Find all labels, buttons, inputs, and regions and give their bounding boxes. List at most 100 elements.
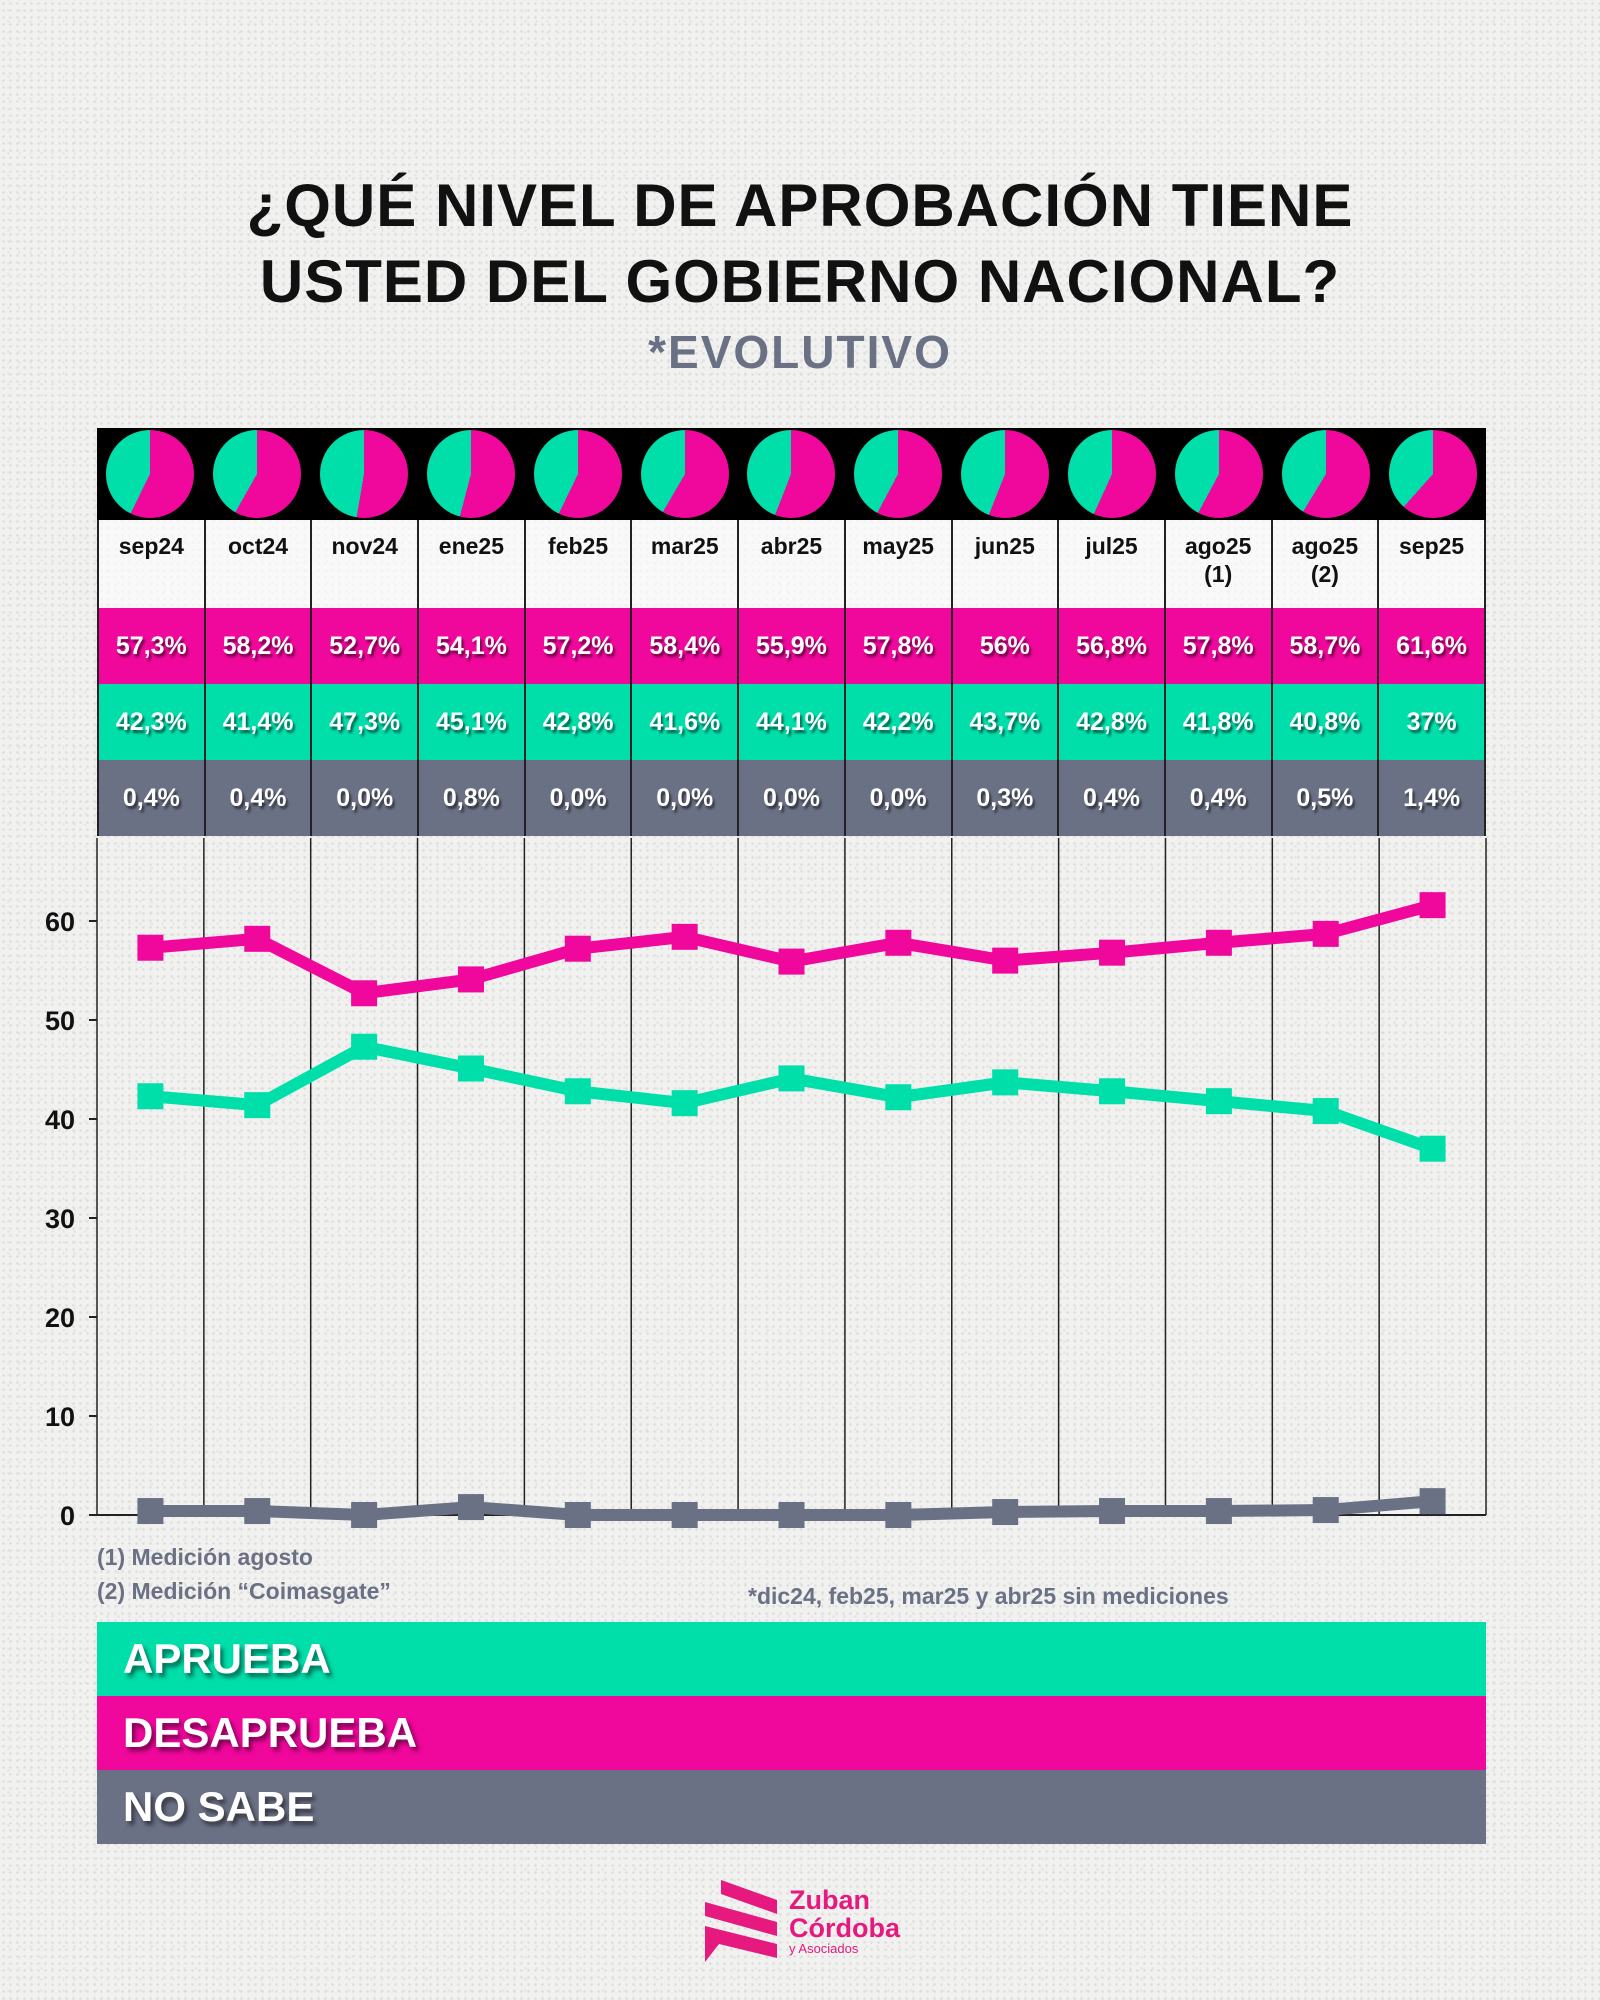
value-label: 57,8% [846,608,953,684]
pie-cell [631,428,738,520]
month-label: oct24 [205,520,313,608]
value-label: 55,9% [739,608,846,684]
value-label: 43,7% [953,684,1060,760]
month-name: mar25 [650,533,719,559]
legend-no-sabe: NO SABE [97,1770,1486,1844]
value-label: 0,0% [312,760,420,836]
value-label: 0,5% [1273,760,1380,836]
data-point [244,925,271,952]
value-label: 44,1% [739,684,846,760]
data-table: sep24 oct24 nov24 ene25 feb25 mar25 abr25 may25… [97,428,1486,836]
pie-row [97,428,1486,520]
value-label: 40,8% [1273,684,1380,760]
value-label: 61,6% [1379,608,1486,684]
month-name: nov24 [331,533,398,559]
value-label: 41,6% [632,684,740,760]
value-label: 42,8% [1059,684,1166,760]
value-label: 0,4% [206,760,313,836]
pie-cell [952,428,1059,520]
month-name: oct24 [227,533,289,559]
line-chart: 0 10 20 30 40 50 60 [45,838,1487,1531]
data-point [1099,1078,1126,1105]
data-point [244,1498,271,1525]
series-line-aprueba [149,1040,1435,1155]
pie-cell [204,428,311,520]
data-point [1312,1098,1339,1125]
value-label: 0,0% [846,760,953,836]
data-point [137,1498,164,1525]
value-label: 37% [1379,684,1486,760]
y-tick-label: 20 [45,1303,75,1333]
data-point [137,934,164,961]
value-label: 0,0% [632,760,740,836]
data-point [564,1078,591,1105]
footnote-2: (2) Medición “Coimasgate” [97,1578,391,1604]
pie-cell [311,428,418,520]
month-note: (1) [1204,561,1233,587]
value-label: 54,1% [419,608,526,684]
month-label: jul25 [1059,520,1166,608]
legend-desaprueba: DESAPRUEBA [97,1696,1486,1770]
month-name: feb25 [548,533,609,559]
value-label: 0,0% [526,760,633,836]
chart-subtitle: *EVOLUTIVO [648,326,952,378]
month-name: ago25 [1184,533,1252,559]
chart-title: ¿QUÉ NIVEL DE APROBACIÓN TIENE USTED DEL … [0,168,1600,320]
value-label: 56% [953,608,1060,684]
pie-cell [845,428,952,520]
month-name: abr25 [760,533,823,559]
logo-line-2: Córdoba [789,1913,900,1943]
data-point [244,1092,271,1119]
data-point [671,1502,698,1528]
month-label: sep25 [1379,520,1486,608]
data-point [1099,939,1126,966]
value-label: 57,8% [1166,608,1273,684]
logo-line-3: y Asociados [789,1941,859,1956]
data-point [457,1055,484,1082]
month-label: may25 [845,520,953,608]
data-point [778,948,805,975]
month-name: sep24 [118,533,184,559]
y-tick-label: 0 [60,1501,75,1531]
pie-cell [418,428,525,520]
title-line-2: USTED DEL GOBIERNO NACIONAL? [259,248,1341,315]
month-name: sep25 [1398,533,1465,559]
pie-mark [1174,430,1263,518]
month-label: sep24 [97,520,206,608]
data-point [457,966,484,993]
month-label: ago25 (1) [1165,520,1273,608]
data-point [778,1502,805,1528]
month-name: jun25 [974,533,1035,559]
data-point [1419,892,1446,919]
month-name: ago25 [1291,533,1359,559]
pie-cell [524,428,631,520]
data-point [351,1033,378,1060]
month-label: ago25 (2) [1272,520,1380,608]
pie-cell [97,428,204,520]
value-label: 42,8% [526,684,633,760]
desaprueba-row: 57,3% 58,2% 52,7% 54,1% 57,2% 58,4% 55,9% 57,8%… [97,608,1486,684]
data-point [457,1494,484,1521]
value-label: 58,4% [632,608,740,684]
month-label: abr25 [739,520,846,608]
pie-cell [1165,428,1272,520]
pie-mark [533,430,622,518]
pie-cell [1379,428,1486,520]
title-line-1: ¿QUÉ NIVEL DE APROBACIÓN TIENE [246,172,1354,239]
data-point [1312,920,1339,947]
month-label: ene25 [419,520,526,608]
pie-mark [747,430,836,518]
y-tick-label: 40 [45,1105,75,1135]
value-label: 0,3% [953,760,1060,836]
month-label: jun25 [952,520,1060,608]
data-point [351,980,378,1007]
value-label: 0,8% [419,760,526,836]
value-label: 47,3% [312,684,420,760]
y-tick-label: 10 [45,1402,75,1432]
data-point [1099,1498,1126,1525]
data-point [885,929,912,956]
data-point [885,1084,912,1111]
data-point [671,1090,698,1117]
data-point [992,1069,1019,1096]
month-label: feb25 [525,520,633,608]
